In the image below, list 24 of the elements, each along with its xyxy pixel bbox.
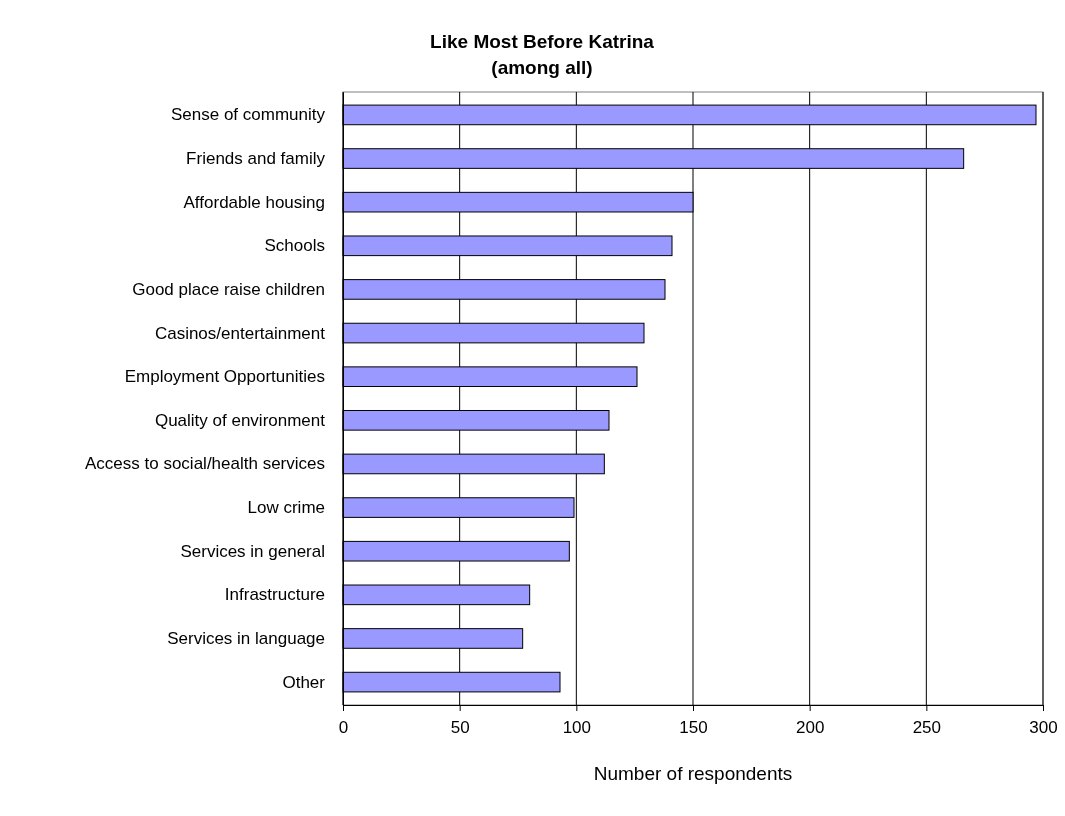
y-tick-label: Affordable housing	[183, 192, 325, 212]
x-tick-label: 200	[795, 718, 825, 738]
y-tick-label: Infrastructure	[224, 585, 325, 605]
y-tick-label: Services in language	[167, 628, 325, 648]
x-tick-label: 50	[450, 718, 470, 738]
y-tick-label: Good place raise children	[132, 279, 325, 299]
y-tick-label: Sense of community	[170, 105, 326, 125]
y-tick-label: Other	[282, 672, 326, 692]
y-tick-label: Services in general	[180, 541, 325, 561]
y-tick-label: Friends and family	[186, 148, 326, 168]
x-tick-label: 250	[912, 718, 942, 738]
y-tick-label: Low crime	[247, 498, 325, 518]
y-tick-label: Quality of environment	[154, 410, 326, 430]
x-tick-label: 0	[338, 718, 349, 738]
y-tick-label: Employment Opportunities	[124, 367, 325, 387]
x-tick-label: 100	[562, 718, 592, 738]
x-tick-label: 150	[679, 718, 708, 738]
y-tick-label: Casinos/entertainment	[154, 323, 326, 343]
x-axis-title: Number of respondents	[593, 763, 793, 784]
y-tick-label: Schools	[264, 236, 325, 256]
y-tick-label: Access to social/health services	[85, 454, 325, 474]
chart-title: Like Most Before Katrina	[430, 31, 655, 52]
chart-subtitle: (among all)	[491, 57, 593, 78]
x-tick-label: 300	[1029, 718, 1058, 738]
